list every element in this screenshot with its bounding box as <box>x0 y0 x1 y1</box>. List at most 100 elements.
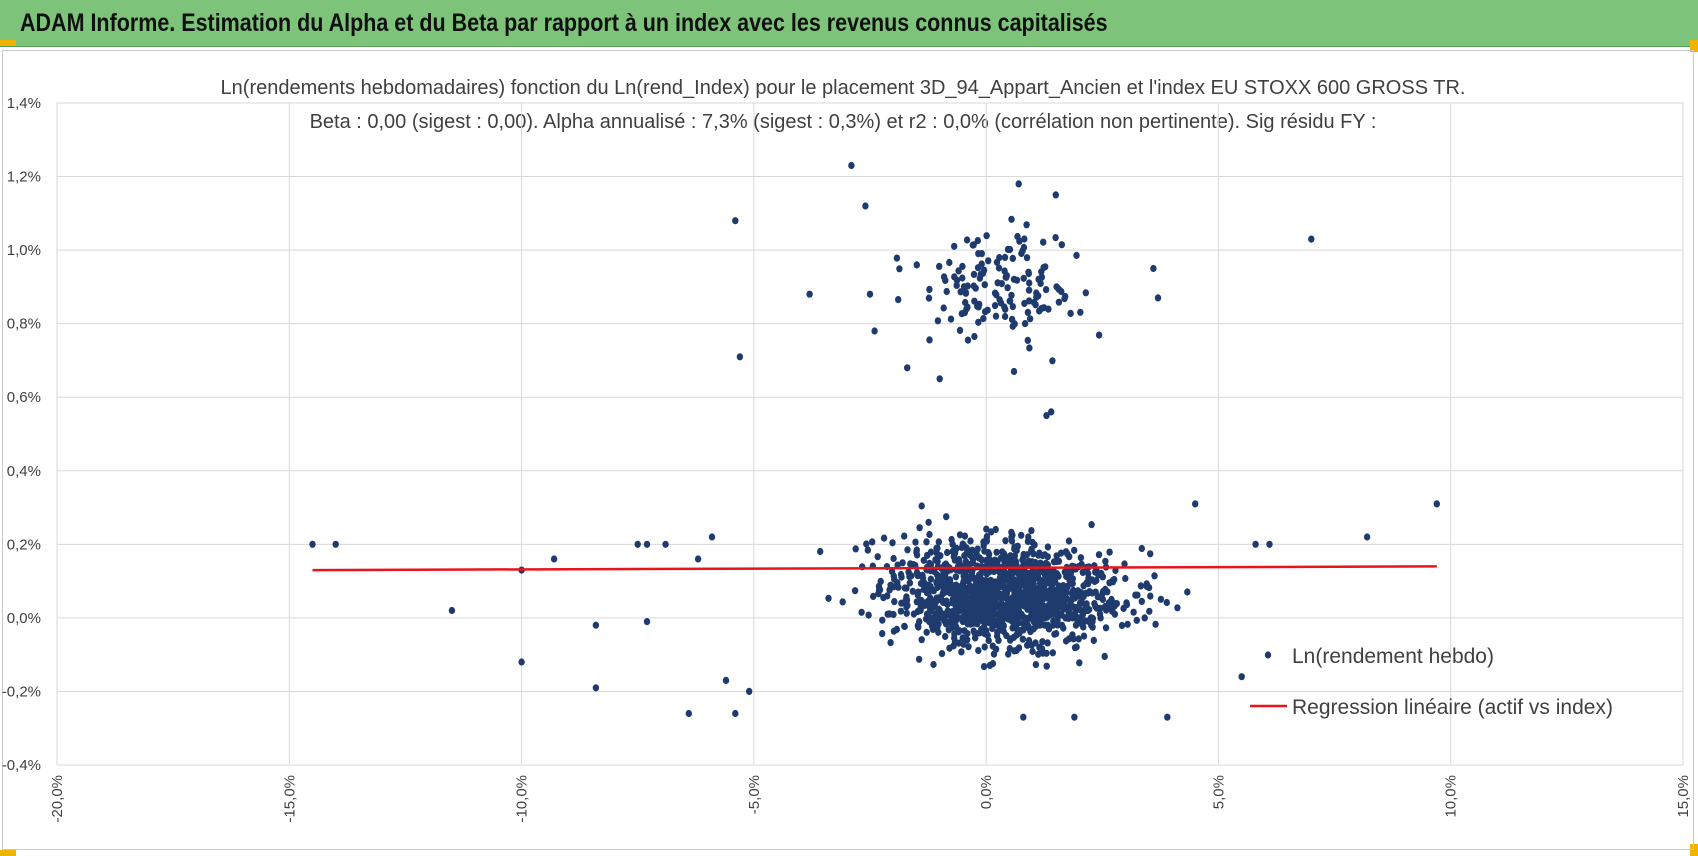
data-point <box>1026 315 1034 323</box>
data-point <box>903 609 910 617</box>
data-point <box>1003 614 1011 622</box>
page-title: ADAM Informe. Estimation du Alpha et du … <box>20 9 1108 37</box>
data-point <box>940 584 947 592</box>
data-point <box>1157 595 1165 603</box>
data-point <box>634 540 641 548</box>
data-point <box>971 629 978 637</box>
data-point <box>1023 254 1031 262</box>
data-point <box>955 267 962 275</box>
data-point <box>1047 599 1055 607</box>
data-point <box>978 260 985 268</box>
data-point <box>983 537 990 545</box>
data-point <box>1015 180 1022 188</box>
data-point <box>903 593 910 601</box>
data-point <box>886 586 893 594</box>
data-point <box>1065 537 1073 545</box>
data-point <box>971 332 978 341</box>
data-point <box>913 598 921 606</box>
data-point <box>960 580 967 588</box>
data-point <box>952 623 960 631</box>
data-point <box>925 518 932 526</box>
data-point <box>1094 593 1102 601</box>
data-point <box>1048 408 1055 416</box>
data-point <box>1065 606 1073 615</box>
regression-line <box>312 565 1437 572</box>
data-point <box>858 608 865 616</box>
data-point <box>1037 279 1044 287</box>
data-point <box>592 684 600 692</box>
data-point <box>1062 637 1070 645</box>
data-point <box>1152 620 1159 628</box>
data-point <box>990 650 998 658</box>
data-point <box>912 538 919 546</box>
data-point <box>964 636 971 644</box>
data-point <box>935 628 942 636</box>
data-point <box>1070 586 1077 595</box>
data-point <box>1007 635 1014 643</box>
data-point <box>1032 301 1039 309</box>
corner-marker-top-left <box>0 40 16 46</box>
data-point <box>1025 636 1033 645</box>
data-point <box>1070 635 1077 643</box>
data-point <box>1099 573 1106 581</box>
data-point <box>1089 623 1096 631</box>
data-point <box>932 610 939 618</box>
data-point <box>1095 551 1103 559</box>
x-tick-label: -15,0% <box>281 775 298 823</box>
data-point <box>984 631 991 639</box>
data-point <box>1020 274 1027 282</box>
data-point <box>1029 577 1037 585</box>
data-point <box>910 561 917 569</box>
data-point <box>1021 320 1029 328</box>
data-point <box>870 592 877 601</box>
data-point <box>930 660 937 669</box>
data-point <box>1118 621 1126 630</box>
data-point <box>1018 610 1025 618</box>
data-point <box>1085 570 1092 578</box>
data-point <box>978 625 985 634</box>
data-point <box>1041 577 1049 585</box>
data-point <box>1020 243 1028 251</box>
data-point <box>1184 588 1191 596</box>
data-point <box>956 606 963 615</box>
data-point <box>906 579 914 587</box>
data-point <box>985 257 992 265</box>
data-point <box>970 270 978 278</box>
data-point <box>1266 540 1273 548</box>
data-point <box>964 629 971 638</box>
data-point <box>1035 650 1042 658</box>
data-point <box>898 599 905 607</box>
data-point <box>935 538 942 546</box>
data-point <box>1109 578 1117 586</box>
data-point <box>1122 574 1129 583</box>
data-point <box>1030 625 1037 633</box>
header-bar: ADAM Informe. Estimation du Alpha et du … <box>0 0 1698 47</box>
data-point <box>940 304 947 312</box>
data-point <box>592 621 600 629</box>
data-point <box>996 610 1003 618</box>
data-point <box>949 595 956 604</box>
y-tick-label: 0,2% <box>7 536 41 553</box>
data-point <box>999 571 1006 579</box>
data-point <box>1192 500 1199 508</box>
x-tick-label: 0,0% <box>978 775 995 809</box>
data-point <box>1002 305 1009 313</box>
data-point <box>904 546 911 554</box>
data-point <box>1091 577 1098 586</box>
data-point <box>1154 294 1162 302</box>
data-point <box>1016 570 1023 578</box>
data-point <box>888 567 896 576</box>
data-point <box>975 646 982 655</box>
x-tick-label: 5,0% <box>1210 775 1227 809</box>
data-point <box>865 611 872 619</box>
y-tick-label: -0,2% <box>2 683 41 700</box>
data-point <box>1002 537 1009 545</box>
data-point <box>1044 543 1052 551</box>
data-point <box>879 630 886 638</box>
data-point <box>969 554 976 562</box>
data-point <box>1076 599 1084 607</box>
data-point <box>999 548 1006 556</box>
data-point <box>983 570 990 578</box>
legend-label-scatter: Ln(rendement hebdo) <box>1292 645 1494 668</box>
data-point <box>1011 588 1018 597</box>
